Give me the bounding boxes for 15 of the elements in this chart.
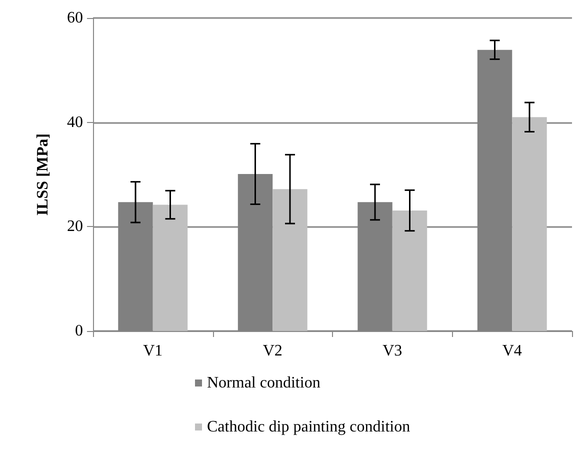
bar — [512, 117, 547, 331]
y-tick-label: 40 — [67, 114, 83, 131]
y-tick-label: 0 — [75, 322, 83, 340]
legend-label: Normal condition — [207, 374, 320, 392]
x-tick-label: V4 — [502, 342, 522, 360]
x-tick-label: V3 — [382, 342, 402, 360]
y-tick-label: 20 — [67, 218, 83, 236]
y-tick-label: 60 — [67, 10, 83, 26]
legend-label: Cathodic dip painting condition — [207, 418, 410, 436]
x-tick-label: V2 — [262, 342, 282, 360]
bar — [152, 204, 188, 331]
x-tick-label: V1 — [143, 342, 163, 360]
bar — [272, 189, 308, 331]
y-axis-title: ILSS [MPa] — [34, 133, 52, 216]
bar — [392, 210, 428, 331]
